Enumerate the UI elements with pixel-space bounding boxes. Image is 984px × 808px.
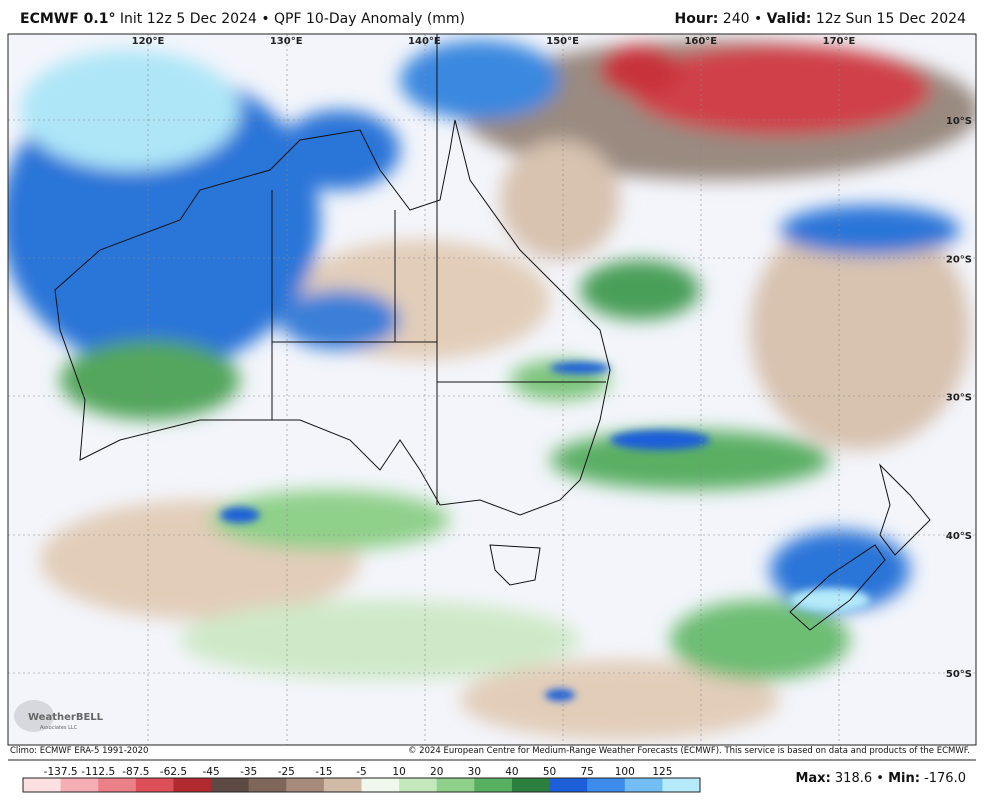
max-min: Max: 318.6 • Min: -176.0 bbox=[795, 771, 966, 786]
longitude-label: 130°E bbox=[270, 36, 303, 47]
colorbar-swatch bbox=[624, 778, 663, 792]
colorbar-swatch bbox=[549, 778, 588, 792]
colorbar-label: 30 bbox=[468, 766, 481, 778]
colorbar-swatch bbox=[173, 778, 212, 792]
colorbar-swatch bbox=[286, 778, 325, 792]
colorbar-label: 75 bbox=[580, 766, 593, 778]
colorbar-label: -25 bbox=[278, 766, 295, 778]
map-field bbox=[8, 34, 976, 745]
colorbar-label: 100 bbox=[615, 766, 635, 778]
colorbar-label: 40 bbox=[505, 766, 518, 778]
colorbar-frame bbox=[22, 777, 701, 793]
logo: WeatherBELL bbox=[28, 712, 104, 723]
colorbar-label: -137.5 bbox=[44, 766, 78, 778]
colorbar-swatch bbox=[361, 778, 400, 792]
latitude-label: 10°S bbox=[946, 116, 972, 127]
colorbar-swatch bbox=[587, 778, 626, 792]
header-right: Hour: 240 • Valid: 12z Sun 15 Dec 2024 bbox=[675, 11, 966, 27]
colorbar-swatch bbox=[135, 778, 174, 792]
colorbar-swatch bbox=[399, 778, 438, 792]
colorbar-swatch bbox=[23, 778, 62, 792]
max-label: Max: bbox=[795, 771, 831, 786]
grid-labels: 120°E 130°E 140°E 150°E 160°E 170°E 10°S 20°S 30… bbox=[132, 36, 972, 680]
latitude-label: 50°S bbox=[946, 669, 972, 680]
latitude-label: 40°S bbox=[946, 531, 972, 542]
latitude-label: 30°S bbox=[946, 393, 972, 404]
model: ECMWF 0.1° bbox=[20, 11, 116, 27]
valid: 12z Sun 15 Dec 2024 bbox=[815, 11, 966, 27]
hour-label: Hour: bbox=[674, 11, 719, 27]
colorbar-label: -5 bbox=[356, 766, 366, 778]
colorbar-label: -45 bbox=[202, 766, 219, 778]
colorbar-swatch bbox=[511, 778, 551, 792]
colorbar-swatch bbox=[474, 778, 513, 792]
colorbar-swatch bbox=[436, 778, 475, 792]
min: -176.0 bbox=[924, 771, 966, 786]
colorbar-label: -35 bbox=[240, 766, 257, 778]
hour: 240 • bbox=[722, 11, 763, 27]
longitude-label: 160°E bbox=[684, 36, 717, 47]
colorbar: -137.5 -112.5 -87.5 -62.5 -45 -35 -25 -15 -5 10 20… bbox=[8, 759, 976, 793]
colorbar-label: -112.5 bbox=[81, 766, 115, 778]
colorbar-label: 50 bbox=[543, 766, 556, 778]
logo-sub: Associates LLC bbox=[40, 725, 78, 731]
max: 318.6 • bbox=[834, 771, 884, 786]
longitude-label: 140°E bbox=[408, 36, 441, 47]
colorbar-label: 125 bbox=[652, 766, 672, 778]
title: Init 12z 5 Dec 2024 • QPF 10-Day Anomaly… bbox=[119, 11, 466, 27]
longitude-label: 120°E bbox=[132, 36, 165, 47]
colorbar-swatch bbox=[211, 778, 250, 792]
longitude-label: 170°E bbox=[823, 36, 856, 47]
colorbar-swatch bbox=[98, 778, 137, 792]
copyright: © 2024 European Centre for Medium-Range … bbox=[407, 746, 970, 756]
colorbar-label: 10 bbox=[392, 766, 405, 778]
climo: Climo: ECMWF ERA-5 1991-2020 bbox=[10, 746, 149, 756]
colorbar-label: -62.5 bbox=[160, 766, 187, 778]
colorbar-label: -15 bbox=[315, 766, 332, 778]
colorbar-swatch bbox=[662, 778, 701, 792]
colorbar-label: -87.5 bbox=[122, 766, 149, 778]
min-label: Min: bbox=[888, 771, 920, 786]
colorbar-swatch bbox=[323, 778, 362, 792]
latitude-label: 20°S bbox=[946, 254, 972, 265]
colorbar-swatch bbox=[60, 778, 99, 792]
header-left: ECMWF 0.1° Init 12z 5 Dec 2024 • QPF 10-… bbox=[20, 11, 465, 27]
valid-label: Valid: bbox=[766, 11, 812, 27]
colorbar-label: 20 bbox=[430, 766, 443, 778]
colorbar-swatch bbox=[248, 778, 287, 792]
longitude-label: 150°E bbox=[546, 36, 579, 47]
